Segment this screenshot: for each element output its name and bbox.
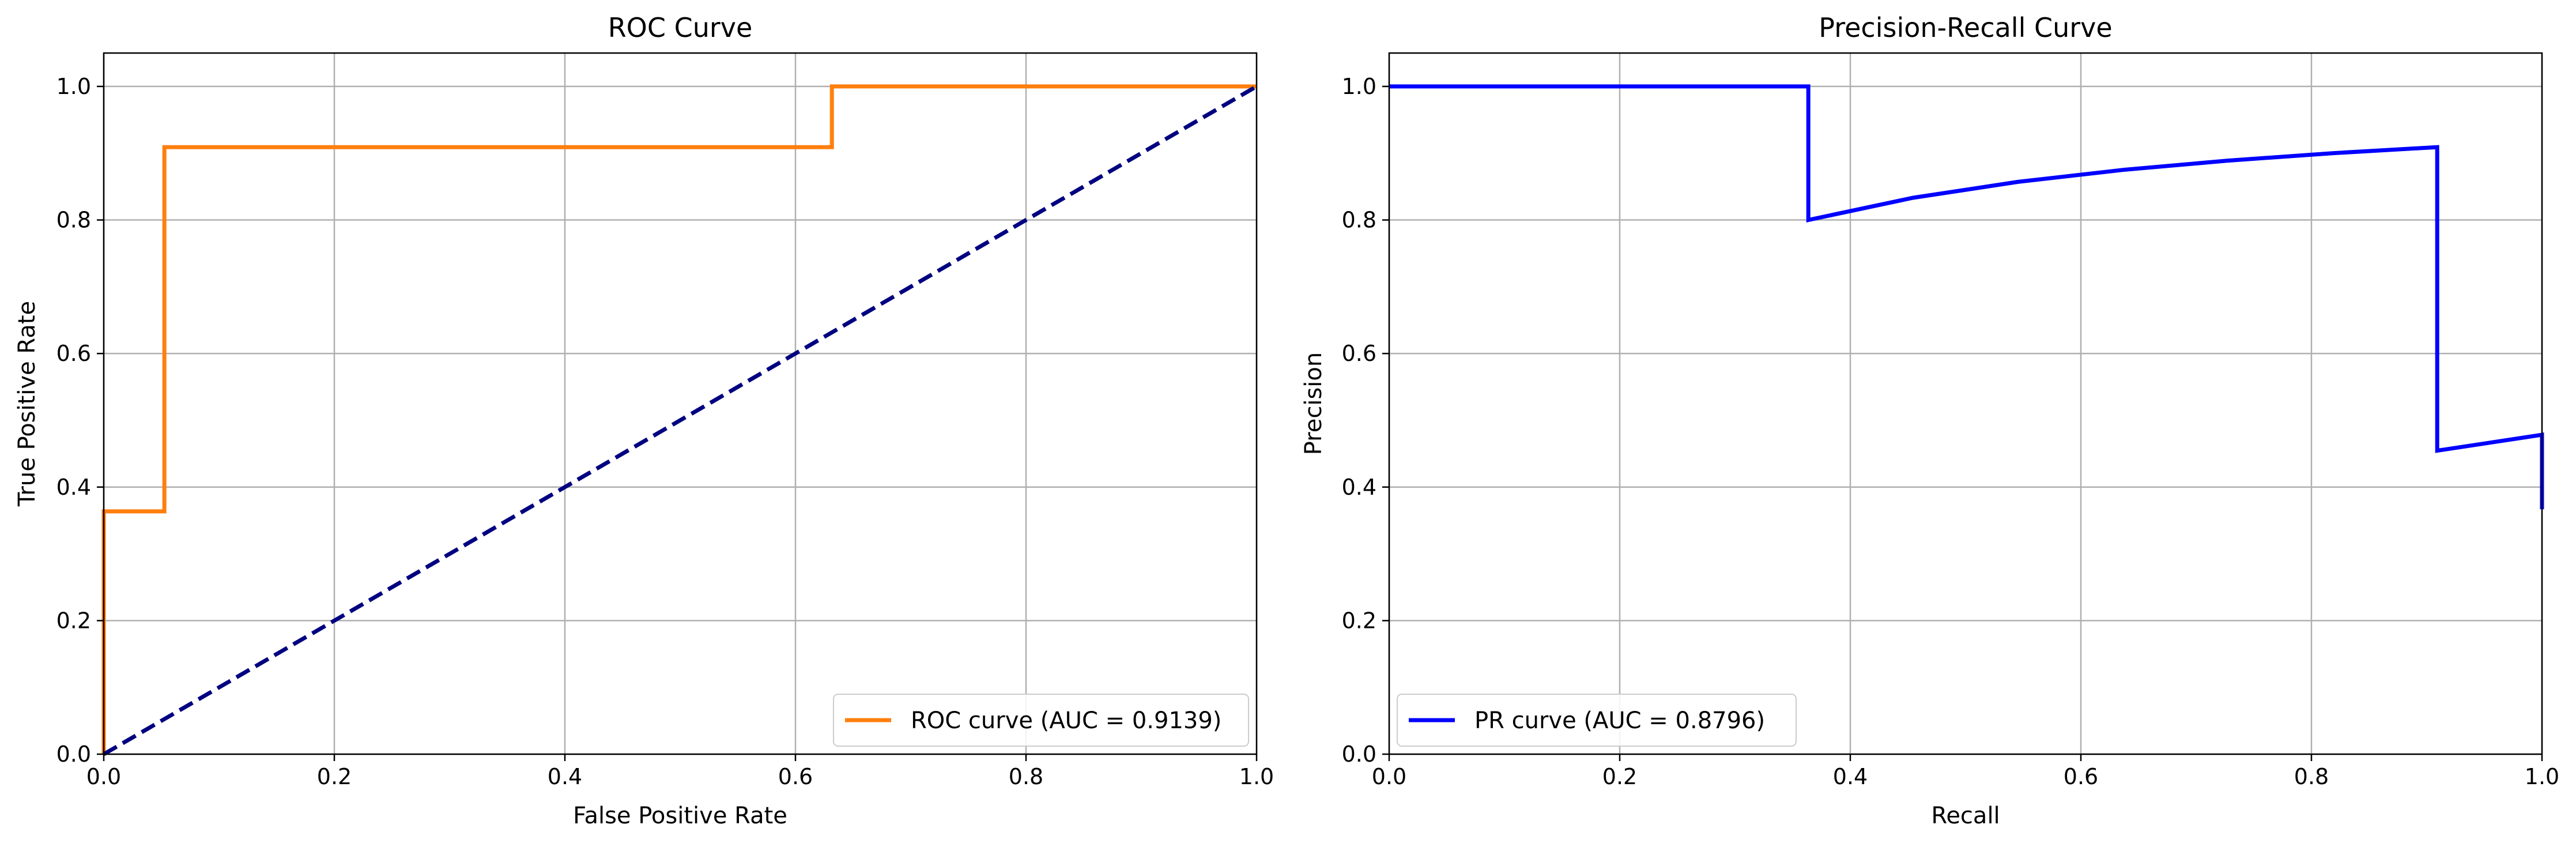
roc-x-axis-label: False Positive Rate (573, 803, 787, 829)
roc-y-tick-label: 1.0 (56, 74, 91, 99)
pr-x-tick-label: 0.4 (1833, 764, 1868, 789)
pr-x-axis-label: Recall (1931, 803, 2000, 829)
pr-plot-lines (1389, 84, 2544, 510)
roc-x-tick-label: 0.6 (778, 764, 813, 789)
roc-gridlines (103, 53, 1258, 755)
roc-legend-label: ROC curve (AUC = 0.9139) (911, 707, 1221, 734)
roc-y-axis-label: True Positive Rate (14, 301, 40, 507)
roc-x-tick-label: 0.8 (1009, 764, 1043, 789)
pr-x-tick-label: 0.8 (2294, 764, 2329, 789)
pr-series-line-0 (1389, 84, 2544, 510)
pr-legend-box (1397, 694, 1797, 747)
pr-y-tick-label: 0.4 (1342, 475, 1376, 500)
pr-x-tick-label: 0.6 (2064, 764, 2098, 789)
roc-x-tick-label: 0.4 (548, 764, 582, 789)
pr-legend-label: PR curve (AUC = 0.8796) (1474, 707, 1765, 734)
pr-x-tick-label: 1.0 (2525, 764, 2559, 789)
pr-chart: 0.0 0.2 0.4 0.6 0.8 1.0 0.0 0.2 0.4 0.6 0.8 1.0 Pr… (1300, 12, 2559, 829)
pr-y-ticks: 0.0 0.2 0.4 0.6 0.8 1.0 (1342, 74, 1389, 767)
roc-y-tick-label: 0.2 (56, 608, 91, 633)
pr-y-tick-label: 0.2 (1342, 608, 1376, 633)
pr-axes-frame (1388, 52, 2543, 755)
roc-x-tick-label: 0.0 (86, 764, 121, 789)
roc-title: ROC Curve (608, 12, 753, 43)
pr-gridlines (1388, 53, 2543, 755)
roc-y-tick-label: 0.4 (56, 475, 91, 500)
roc-legend-box (833, 694, 1249, 747)
pr-y-tick-label: 0.6 (1342, 341, 1376, 366)
pr-title: Precision-Recall Curve (1819, 12, 2112, 43)
roc-chart: 0.0 0.2 0.4 0.6 0.8 1.0 0.0 0.2 0.4 0.6 0.8 1.0 RO… (14, 12, 1274, 829)
pr-x-tick-label: 0.2 (1602, 764, 1637, 789)
pr-x-ticks: 0.0 0.2 0.4 0.6 0.8 1.0 (1372, 754, 2559, 789)
roc-y-tick-label: 0.8 (56, 208, 91, 233)
roc-x-tick-label: 0.2 (317, 764, 352, 789)
roc-x-tick-label: 1.0 (1239, 764, 1274, 789)
pr-x-tick-label: 0.0 (1372, 764, 1406, 789)
roc-plot-lines (101, 84, 1258, 756)
pr-y-tick-label: 0.0 (1342, 741, 1376, 767)
pr-y-tick-label: 0.8 (1342, 208, 1376, 233)
roc-axes-frame (103, 52, 1258, 755)
roc-x-ticks: 0.0 0.2 0.4 0.6 0.8 1.0 (86, 754, 1274, 789)
roc-series-line-1 (103, 84, 1258, 756)
pr-y-tick-label: 1.0 (1342, 74, 1376, 99)
roc-legend: ROC curve (AUC = 0.9139) (833, 694, 1249, 747)
pr-legend: PR curve (AUC = 0.8796) (1397, 694, 1797, 747)
pr-y-axis-label: Precision (1300, 352, 1327, 455)
roc-y-ticks: 0.0 0.2 0.4 0.6 0.8 1.0 (56, 74, 104, 767)
roc-y-tick-label: 0.0 (56, 741, 91, 767)
roc-y-tick-label: 0.6 (56, 341, 91, 366)
